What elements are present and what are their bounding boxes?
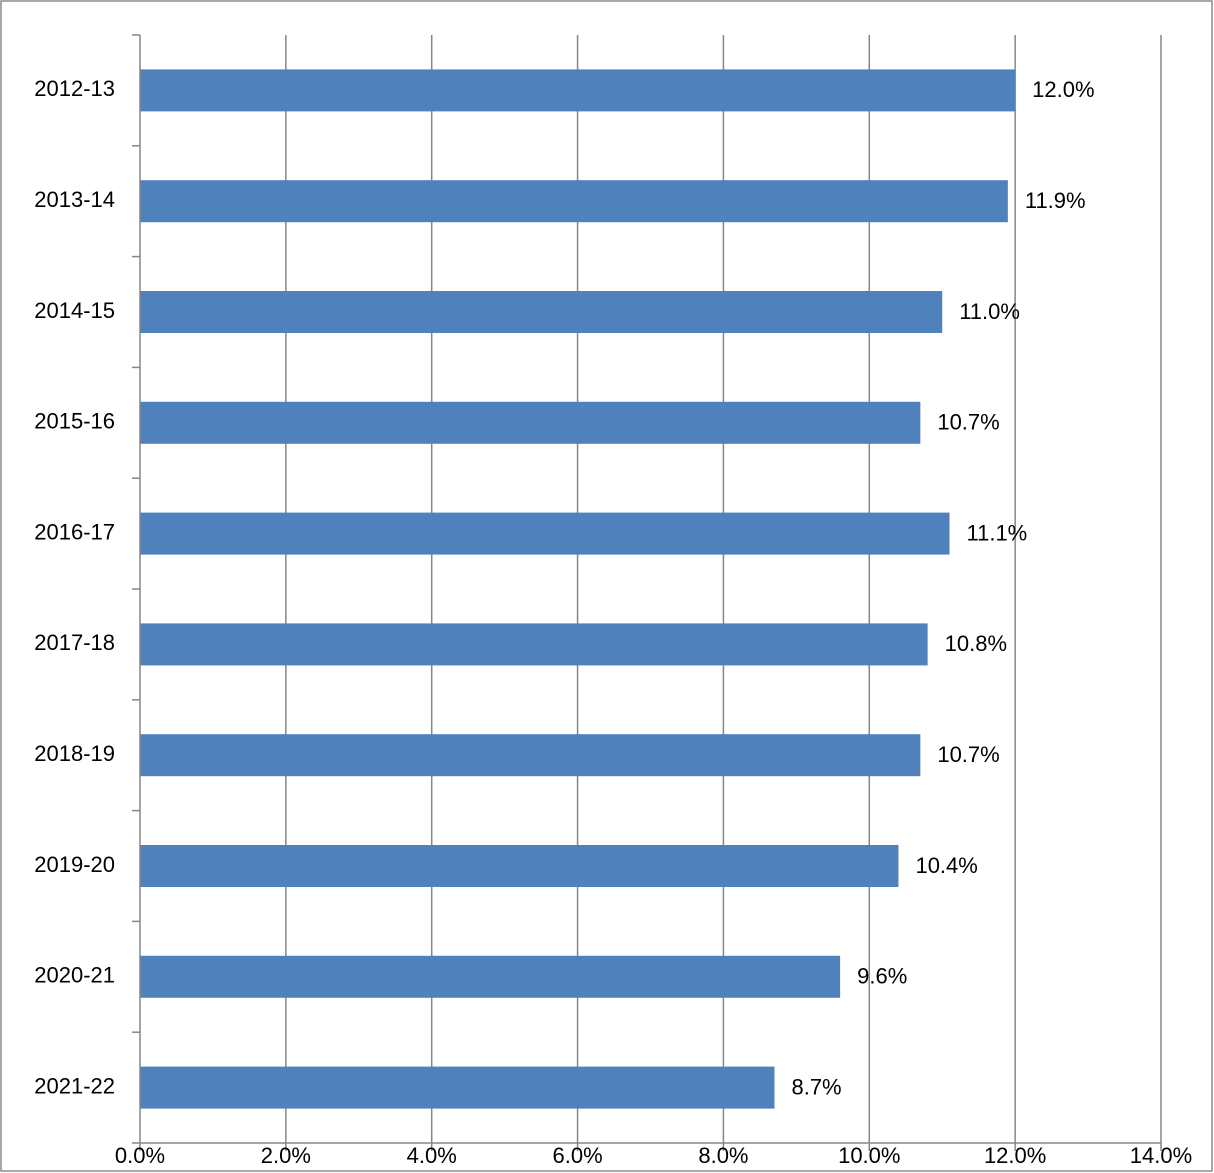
bar-2016-17	[140, 512, 950, 555]
data-label: 10.8%	[945, 631, 1007, 656]
x-tick-label: 14.0%	[1130, 1143, 1192, 1168]
x-tick-label: 8.0%	[698, 1143, 748, 1168]
category-label: 2015-16	[34, 409, 115, 434]
data-label: 11.1%	[967, 520, 1028, 545]
x-tick-label: 6.0%	[552, 1143, 602, 1168]
x-tick-label: 0.0%	[115, 1143, 165, 1168]
category-label: 2020-21	[34, 963, 115, 988]
category-label: 2016-17	[34, 519, 115, 544]
bars	[140, 69, 1016, 1109]
data-label: 11.0%	[959, 299, 1020, 324]
category-label: 2012-13	[34, 76, 115, 101]
bar-2021-22	[140, 1066, 775, 1109]
category-label: 2013-14	[34, 187, 115, 212]
category-label: 2019-20	[34, 852, 115, 877]
data-label: 9.6%	[857, 964, 907, 989]
axes	[132, 34, 1162, 1151]
data-label: 12.0%	[1032, 77, 1094, 102]
data-label: 11.9%	[1025, 188, 1086, 213]
bar-2013-14	[140, 180, 1008, 223]
bar-2012-13	[140, 69, 1016, 112]
data-label: 8.7%	[791, 1074, 841, 1099]
bar-2018-19	[140, 734, 921, 777]
bar-2020-21	[140, 955, 841, 998]
x-tick-label: 4.0%	[407, 1143, 457, 1168]
x-tick-label: 2.0%	[261, 1143, 311, 1168]
category-label: 2021-22	[34, 1073, 115, 1098]
data-label: 10.7%	[937, 410, 999, 435]
data-label: 10.7%	[937, 742, 999, 767]
category-label: 2017-18	[34, 630, 115, 655]
data-label: 10.4%	[915, 853, 977, 878]
bar-2017-18	[140, 623, 928, 666]
category-label: 2018-19	[34, 741, 115, 766]
bar-2015-16	[140, 401, 921, 444]
bar-2014-15	[140, 291, 943, 333]
bar-2019-20	[140, 845, 899, 887]
labels: 2012-13 12.0% 2013-14 11.9% 2014-15 11.0% 2015…	[34, 76, 1192, 1168]
x-tick-label: 12.0%	[984, 1143, 1046, 1168]
x-tick-label: 10.0%	[838, 1143, 900, 1168]
category-label: 2014-15	[34, 298, 115, 323]
